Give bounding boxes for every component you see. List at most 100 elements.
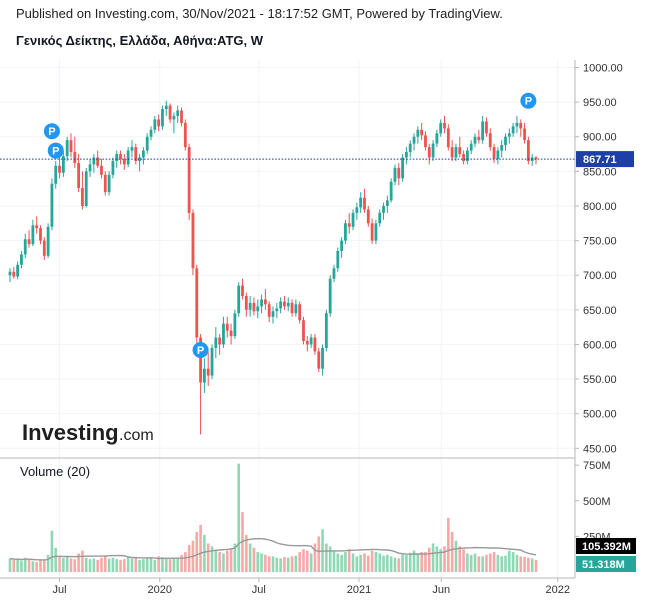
candle bbox=[363, 188, 366, 213]
volume-bar bbox=[134, 557, 138, 572]
price-axis[interactable]: 1000.00 950.00 900.00 850.00 800.00 750.00 700… bbox=[575, 63, 623, 456]
volume-bar bbox=[496, 554, 500, 572]
volume-bar bbox=[225, 550, 229, 572]
volume-bar bbox=[447, 517, 450, 572]
candle bbox=[439, 119, 443, 137]
volume-bar bbox=[248, 543, 252, 572]
volume-bar bbox=[298, 552, 301, 572]
event-marker[interactable]: P bbox=[520, 92, 537, 109]
volume-bar bbox=[283, 557, 286, 572]
candle bbox=[283, 295, 286, 310]
volume-bar bbox=[126, 556, 130, 572]
candle bbox=[244, 292, 248, 317]
volume-bar bbox=[397, 558, 401, 572]
candle bbox=[96, 150, 100, 168]
candle bbox=[229, 323, 233, 345]
candle bbox=[130, 140, 134, 158]
volume-bar bbox=[203, 534, 206, 572]
candle bbox=[214, 327, 218, 359]
candle bbox=[313, 334, 317, 355]
volume-bar bbox=[157, 556, 160, 572]
candle bbox=[412, 133, 416, 151]
volume-bar bbox=[8, 558, 12, 572]
candle bbox=[328, 275, 332, 317]
volume-bar bbox=[84, 557, 88, 572]
candle bbox=[290, 299, 294, 317]
volume-bar bbox=[340, 554, 343, 572]
last-volume-tag: 51.318M bbox=[576, 556, 636, 572]
volume-bar bbox=[27, 559, 31, 572]
volume-bar bbox=[65, 557, 69, 572]
volume-tick-label: 500M bbox=[583, 496, 611, 508]
candle bbox=[65, 136, 69, 161]
candle bbox=[504, 133, 507, 151]
candle bbox=[260, 294, 263, 314]
event-marker-label: P bbox=[52, 146, 59, 158]
candle bbox=[382, 202, 385, 220]
event-marker[interactable]: P bbox=[43, 123, 60, 140]
price-tick-label: 450.00 bbox=[583, 443, 617, 455]
candle bbox=[206, 351, 210, 386]
candle bbox=[202, 358, 206, 393]
candle bbox=[462, 150, 465, 165]
volume-bar bbox=[378, 553, 382, 572]
logo-suffix: .com bbox=[119, 427, 154, 444]
volume-bar bbox=[237, 463, 240, 572]
last-price-tag: 867.71 bbox=[576, 151, 634, 168]
candle bbox=[210, 344, 214, 380]
time-tick-label: Jun bbox=[432, 584, 450, 596]
candle bbox=[46, 223, 50, 258]
event-marker[interactable]: P bbox=[47, 142, 64, 159]
volume-bar bbox=[168, 559, 172, 572]
volume-bar bbox=[111, 557, 115, 572]
candle bbox=[271, 306, 275, 324]
candle bbox=[469, 140, 473, 155]
candle bbox=[164, 100, 168, 116]
candle bbox=[279, 297, 283, 314]
volume-bar bbox=[130, 558, 134, 572]
volume-ma-tag: 105.392M bbox=[576, 538, 636, 554]
candle bbox=[302, 316, 305, 345]
event-marker[interactable]: P bbox=[192, 341, 209, 358]
volume-bar bbox=[31, 561, 35, 572]
candle bbox=[23, 233, 27, 258]
candle bbox=[321, 344, 324, 376]
volume-bar bbox=[477, 556, 481, 572]
candle bbox=[191, 209, 195, 276]
volume-bar bbox=[176, 557, 180, 572]
candle bbox=[408, 140, 412, 158]
time-axis[interactable]: Jul 2020 Jul 2021 Jun 2022 bbox=[53, 578, 571, 596]
candle bbox=[58, 157, 61, 179]
volume-bar bbox=[488, 553, 492, 572]
volume-bar bbox=[431, 543, 435, 572]
candle bbox=[81, 171, 84, 210]
candle bbox=[122, 154, 126, 170]
candle bbox=[134, 143, 138, 165]
candle bbox=[500, 140, 504, 158]
volume-bar bbox=[88, 559, 92, 572]
candle bbox=[496, 147, 500, 165]
candle bbox=[420, 122, 424, 141]
volume-bar bbox=[69, 558, 73, 572]
last-volume-value: 51.318M bbox=[582, 559, 625, 571]
candle bbox=[145, 133, 149, 155]
candle bbox=[526, 136, 530, 165]
volume-bar bbox=[469, 554, 473, 572]
volume-bar bbox=[12, 559, 16, 572]
volume-bar bbox=[50, 530, 54, 572]
time-tick-label: Jul bbox=[53, 584, 67, 596]
candle bbox=[473, 133, 477, 148]
time-tick-label: Jul bbox=[252, 584, 266, 596]
volume-bar bbox=[229, 549, 233, 572]
volume-bar bbox=[492, 552, 496, 572]
candle bbox=[42, 237, 46, 260]
volume-bar bbox=[267, 556, 271, 572]
volume-bar bbox=[325, 543, 328, 572]
volume-bar bbox=[439, 549, 443, 572]
candle bbox=[435, 129, 439, 148]
candle bbox=[12, 266, 16, 279]
volume-bar bbox=[424, 552, 427, 572]
